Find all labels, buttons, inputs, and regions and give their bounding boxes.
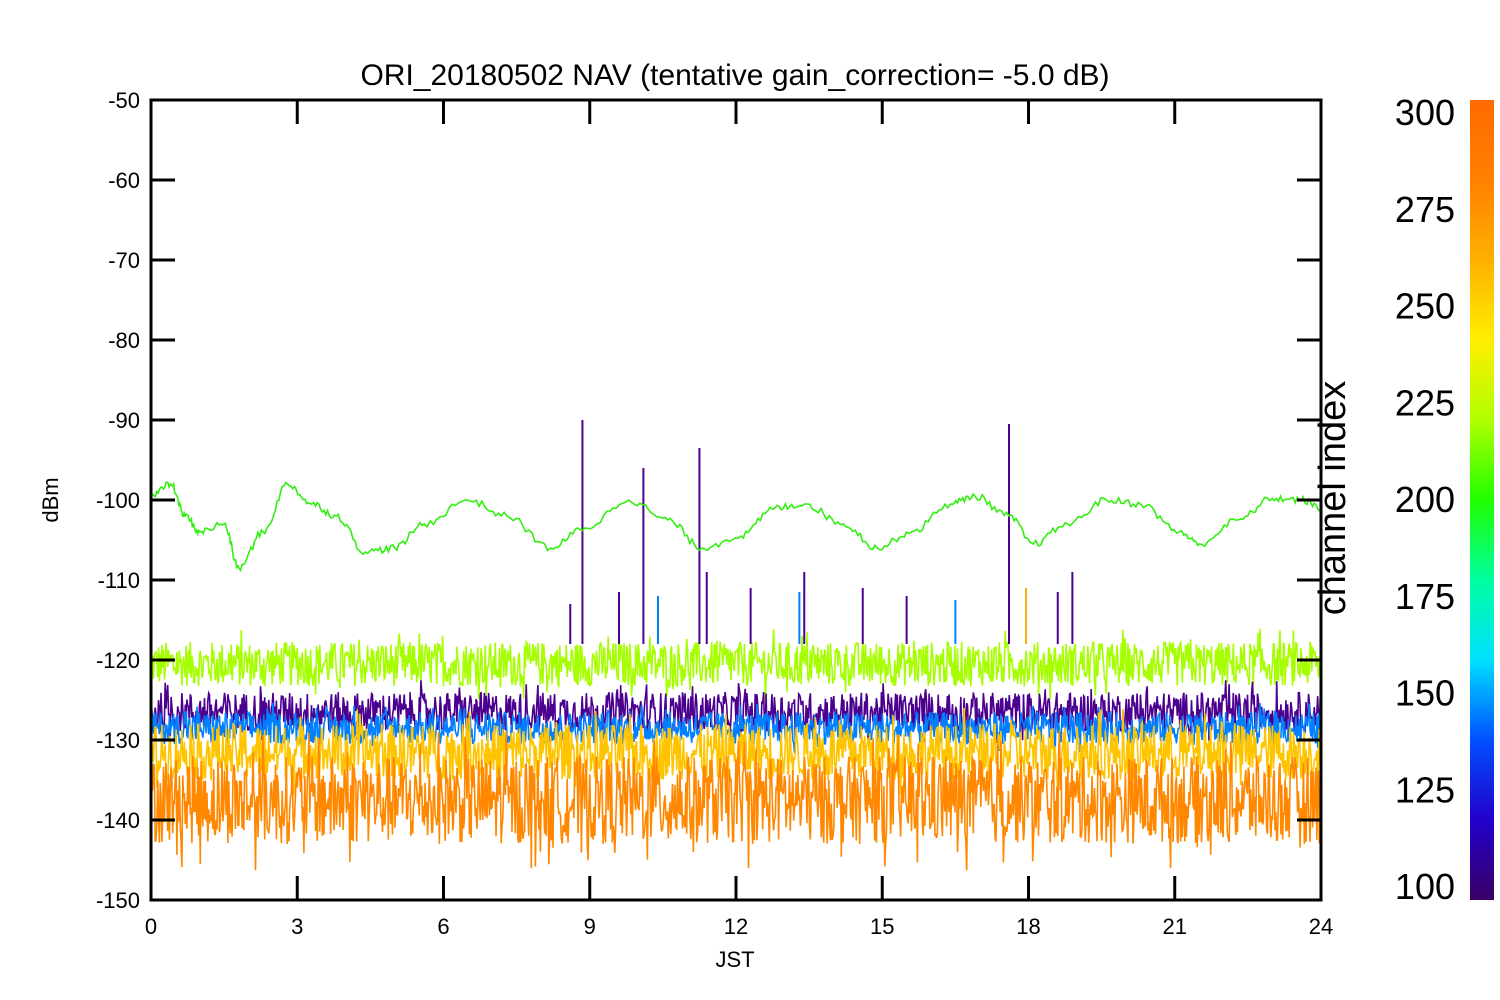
colorbar-tick-label: 300	[1395, 92, 1455, 133]
colorbar-tick-label: 125	[1395, 769, 1455, 810]
chart-title: ORI_20180502 NAV (tentative gain_correct…	[360, 59, 1109, 92]
colorbar	[1470, 100, 1494, 900]
x-tick-label: 0	[145, 914, 157, 939]
x-tick-label: 18	[1016, 914, 1040, 939]
y-tick-label: -60	[108, 168, 140, 193]
x-tick-label: 21	[1163, 914, 1187, 939]
colorbar-ticks: 300 275 250 225 200 175 150 125 100	[1395, 92, 1455, 907]
y-axis-label: dBm	[38, 477, 63, 522]
x-tick-label: 9	[584, 914, 596, 939]
x-tick-label: 15	[870, 914, 894, 939]
colorbar-tick-label: 100	[1395, 866, 1455, 907]
y-tick-label: -50	[108, 88, 140, 113]
x-tick-label: 3	[291, 914, 303, 939]
series-line-ch250	[151, 481, 1321, 573]
colorbar-tick-label: 200	[1395, 479, 1455, 520]
y-tick-label: -130	[96, 728, 140, 753]
y-tick-label: -150	[96, 888, 140, 913]
colorbar-tick-label: 225	[1395, 382, 1455, 423]
colorbar-tick-label: 275	[1395, 189, 1455, 230]
colorbar-tick-label: 150	[1395, 673, 1455, 714]
y-tick-label: -110	[98, 568, 140, 593]
y-tick-label: -120	[96, 648, 140, 673]
y-axis: -50 -60 -70 -80 -90 -100 -110 -120 -130 -140 -150	[96, 88, 1321, 913]
noise-band-ch260	[151, 628, 1321, 700]
plot-area	[151, 420, 1321, 871]
noise-band-ch290	[151, 729, 1321, 871]
x-tick-label: 12	[724, 914, 748, 939]
y-tick-label: -140	[96, 808, 140, 833]
colorbar-tick-label: 250	[1395, 286, 1455, 327]
colorbar-tick-label: 175	[1395, 576, 1455, 617]
colorbar-label: channel index	[1312, 381, 1354, 616]
y-tick-label: -80	[108, 328, 140, 353]
y-tick-label: -100	[96, 488, 140, 513]
x-tick-label: 6	[437, 914, 449, 939]
noise-band-ch180	[151, 702, 1321, 753]
y-tick-label: -90	[108, 408, 140, 433]
x-axis-label: JST	[715, 947, 754, 972]
y-tick-label: -70	[108, 248, 140, 273]
x-tick-label: 24	[1309, 914, 1333, 939]
x-axis: 0 3 6 9 12 15 18 21 24	[145, 100, 1333, 939]
